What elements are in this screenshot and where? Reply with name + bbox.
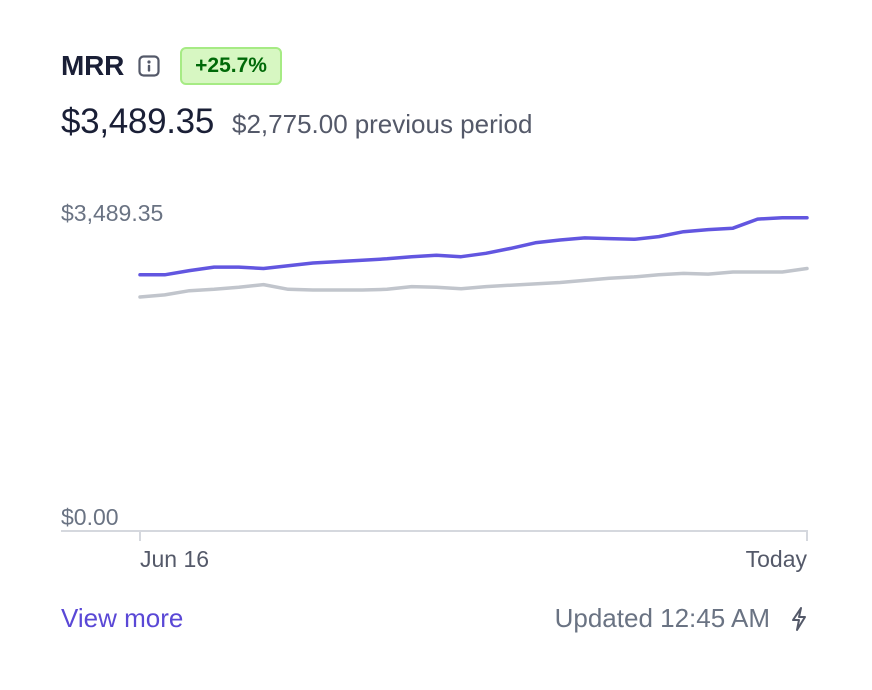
current-value: $3,489.35 [61, 102, 215, 141]
updated-status: Updated 12:45 AM [555, 603, 808, 634]
previous-value: $2,775.00 [232, 109, 348, 139]
metric-title: MRR [61, 50, 125, 81]
lightning-bolt-icon-glyph [792, 606, 806, 631]
previous-period-label: previous period [354, 109, 533, 139]
metric-header: MRR +25.7% [61, 44, 282, 88]
updated-text: Updated 12:45 AM [554, 603, 770, 633]
y-tick-label-min: $0.00 [61, 504, 119, 530]
info-icon[interactable] [138, 55, 160, 77]
lightning-bolt-icon[interactable] [790, 606, 808, 632]
y-tick-label-max: $3,489.35 [61, 200, 163, 226]
mrr-line-chart[interactable]: $3,489.35 $0.00 Jun 16 Today [0, 0, 872, 600]
metric-values: $3,489.35 $2,775.00 previous period [61, 102, 532, 142]
info-icon-glyph [138, 55, 160, 77]
x-tick-label-end: Today [746, 546, 808, 572]
x-tick-label-start: Jun 16 [140, 546, 209, 572]
series-line-current-period [138, 215, 809, 277]
change-badge: +25.7% [180, 47, 282, 85]
view-more-link[interactable]: View more [61, 603, 184, 633]
series-line-previous-period [138, 266, 809, 299]
